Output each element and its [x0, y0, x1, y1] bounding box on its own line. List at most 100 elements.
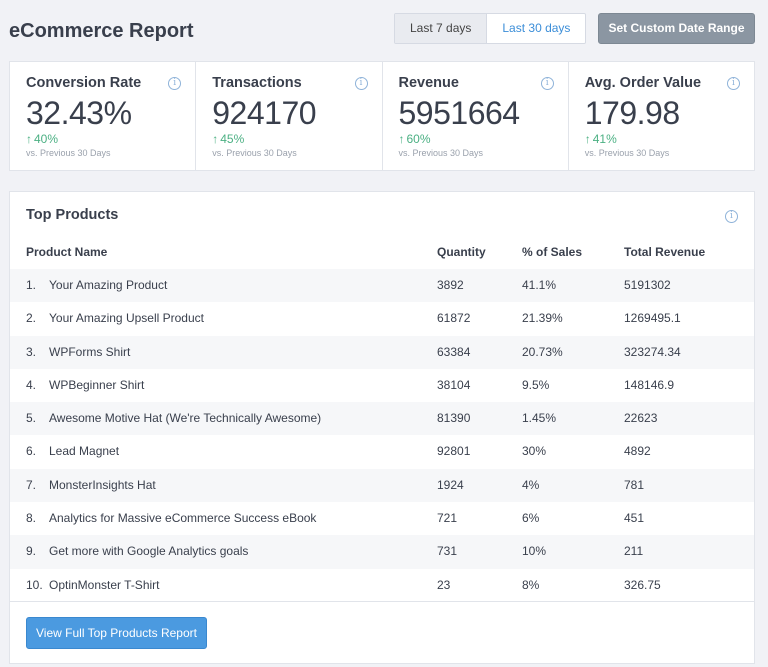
product-name: WPForms Shirt: [49, 344, 131, 359]
table-row: 5. Awesome Motive Hat (We're Technically …: [10, 402, 754, 436]
percent-of-sales: 9.5%: [522, 377, 550, 392]
quantity: 23: [437, 577, 451, 592]
percent-of-sales: 1.45%: [522, 411, 557, 426]
kpi-avg-order-value: Avg. Order Value i 179.98 ↑ 41% vs. Previ…: [567, 62, 754, 170]
quantity: 731: [437, 544, 458, 559]
table-row: 3. WPForms Shirt 63384 20.73% 323274.34: [10, 335, 754, 369]
row-number: 8.: [26, 511, 37, 526]
table-row: 2. Your Amazing Upsell Product 61872 21.39%…: [10, 302, 754, 335]
kpi-value: 5951664: [398, 95, 521, 131]
row-number: 9.: [26, 544, 37, 559]
product-name: Awesome Motive Hat (We're Technically Aw…: [49, 411, 322, 426]
arrow-up-icon: ↑: [212, 132, 219, 146]
product-name: Get more with Google Analytics goals: [49, 544, 249, 559]
product-name: OptinMonster T-Shirt: [49, 577, 160, 592]
page-title: eCommerce Report: [9, 20, 194, 42]
range-last-30-days-button[interactable]: Last 30 days: [486, 14, 586, 43]
table-row: 10. OptinMonster T-Shirt 23 8% 326.75: [10, 569, 754, 602]
quantity: 63384: [437, 344, 471, 359]
table-row: 1. Your Amazing Product 3892 41.1% 5191302: [10, 269, 754, 303]
total-revenue: 323274.34: [624, 344, 681, 359]
kpi-summary: Conversion Rate i 32.43% ↑ 40% vs. Previo…: [9, 61, 755, 171]
column-header-product-name: Product Name: [26, 245, 108, 259]
table-row: 9. Get more with Google Analytics goals 73…: [10, 535, 754, 569]
percent-of-sales: 20.73%: [522, 344, 563, 359]
kpi-label: Conversion Rate: [26, 75, 142, 91]
percent-of-sales: 30%: [522, 444, 547, 459]
footer-divider: [10, 601, 754, 602]
percent-of-sales: 6%: [522, 511, 540, 526]
row-number: 3.: [26, 344, 37, 359]
row-number: 5.: [26, 411, 37, 426]
kpi-compare: vs. Previous 30 Days: [584, 148, 670, 158]
product-name: WPBeginner Shirt: [49, 377, 145, 392]
percent-of-sales: 8%: [522, 577, 540, 592]
total-revenue: 1269495.1: [624, 311, 681, 326]
quantity: 92801: [437, 444, 471, 459]
product-name: MonsterInsights Hat: [49, 477, 156, 492]
panel-title: Top Products: [26, 207, 119, 223]
top-products-table: Product Name Quantity % of Sales Total R…: [10, 236, 754, 602]
info-icon[interactable]: i: [727, 77, 740, 90]
total-revenue: 148146.9: [624, 377, 675, 392]
product-name: Your Amazing Upsell Product: [49, 311, 204, 326]
column-header-percent-sales: % of Sales: [522, 245, 583, 259]
row-number: 7.: [26, 477, 37, 492]
kpi-change-value: 40%: [34, 132, 59, 146]
kpi-label: Avg. Order Value: [584, 75, 702, 91]
table-row: 4. WPBeginner Shirt 38104 9.5% 148146.9: [10, 369, 754, 402]
kpi-compare: vs. Previous 30 Days: [398, 148, 484, 158]
report-header: eCommerce Report Last 7 days Last 30 day…: [0, 0, 768, 60]
quantity: 61872: [437, 311, 471, 326]
total-revenue: 781: [624, 477, 645, 492]
table-row: 8. Analytics for Massive eCommerce Succes…: [10, 502, 754, 535]
kpi-change: ↑ 60%: [399, 132, 568, 146]
kpi-change: ↑ 40%: [26, 132, 195, 146]
kpi-change: ↑ 41%: [585, 132, 754, 146]
quantity: 81390: [437, 411, 471, 426]
kpi-change-value: 60%: [406, 132, 431, 146]
column-header-quantity: Quantity: [437, 245, 486, 259]
product-name: Analytics for Massive eCommerce Success …: [49, 511, 317, 526]
info-icon[interactable]: i: [354, 77, 368, 90]
info-icon[interactable]: i: [168, 77, 182, 90]
total-revenue: 451: [624, 511, 645, 526]
row-number: 1.: [26, 278, 37, 292]
column-header-total-revenue: Total Revenue: [624, 245, 706, 259]
arrow-up-icon: ↑: [584, 132, 591, 146]
kpi-conversion-rate: Conversion Rate i 32.43% ↑ 40% vs. Previo…: [10, 62, 195, 170]
kpi-compare: vs. Previous 30 Days: [26, 148, 111, 158]
kpi-change-value: 45%: [220, 132, 245, 146]
kpi-label: Transactions: [212, 75, 302, 91]
table-row: 7. MonsterInsights Hat 1924 4% 781: [10, 468, 754, 503]
kpi-compare: vs. Previous 30 Days: [212, 148, 297, 158]
total-revenue: 4892: [624, 444, 651, 459]
table-header: Product Name Quantity % of Sales Total R…: [10, 236, 754, 269]
row-number: 2.: [26, 311, 37, 326]
quantity: 3892: [437, 278, 464, 292]
kpi-value: 179.98: [584, 95, 680, 131]
kpi-value: 32.43%: [26, 95, 132, 131]
total-revenue: 326.75: [624, 577, 661, 592]
range-last-7-days-button[interactable]: Last 7 days: [395, 14, 487, 43]
arrow-up-icon: ↑: [26, 132, 32, 146]
quantity: 38104: [437, 377, 471, 392]
total-revenue: 22623: [624, 411, 658, 426]
total-revenue: 211: [624, 544, 644, 559]
row-number: 6.: [26, 444, 37, 459]
info-icon[interactable]: i: [540, 77, 554, 90]
product-name: Lead Magnet: [49, 444, 120, 459]
top-products-panel: Top Products i Product Name Quantity % o…: [9, 191, 755, 664]
kpi-change: ↑ 45%: [212, 132, 381, 146]
product-name: Your Amazing Product: [49, 278, 168, 292]
quantity: 1924: [437, 477, 464, 492]
date-range-toggle: Last 7 days Last 30 days: [394, 13, 587, 44]
table-row: 6. Lead Magnet 92801 30% 4892: [10, 435, 754, 468]
kpi-transactions: Transactions i 924170 ↑ 45% vs. Previous …: [195, 62, 381, 170]
row-number: 4.: [26, 377, 37, 392]
info-icon[interactable]: i: [725, 210, 738, 223]
kpi-revenue: Revenue i 5951664 ↑ 60% vs. Previous 30 D…: [381, 62, 568, 170]
kpi-label: Revenue: [398, 75, 459, 91]
view-full-report-button[interactable]: View Full Top Products Report: [26, 617, 207, 649]
custom-date-range-button[interactable]: Set Custom Date Range: [598, 13, 755, 44]
